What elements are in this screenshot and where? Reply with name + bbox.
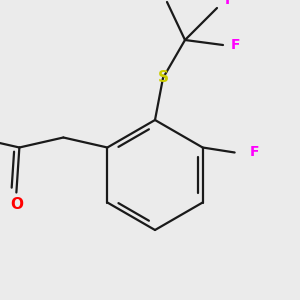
Text: F: F [230,38,240,52]
Text: F: F [250,146,260,160]
Text: F: F [224,0,234,7]
Text: S: S [158,70,169,86]
Text: O: O [10,197,23,212]
